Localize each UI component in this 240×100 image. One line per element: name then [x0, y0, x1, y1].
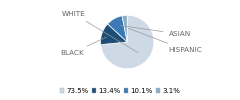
- Wedge shape: [101, 24, 127, 45]
- Wedge shape: [122, 15, 127, 42]
- Text: BLACK: BLACK: [60, 37, 107, 56]
- Text: WHITE: WHITE: [62, 11, 138, 53]
- Wedge shape: [108, 16, 127, 42]
- Wedge shape: [101, 15, 154, 69]
- Text: HISPANIC: HISPANIC: [128, 28, 202, 53]
- Legend: 73.5%, 13.4%, 10.1%, 3.1%: 73.5%, 13.4%, 10.1%, 3.1%: [57, 85, 183, 96]
- Text: ASIAN: ASIAN: [121, 26, 191, 37]
